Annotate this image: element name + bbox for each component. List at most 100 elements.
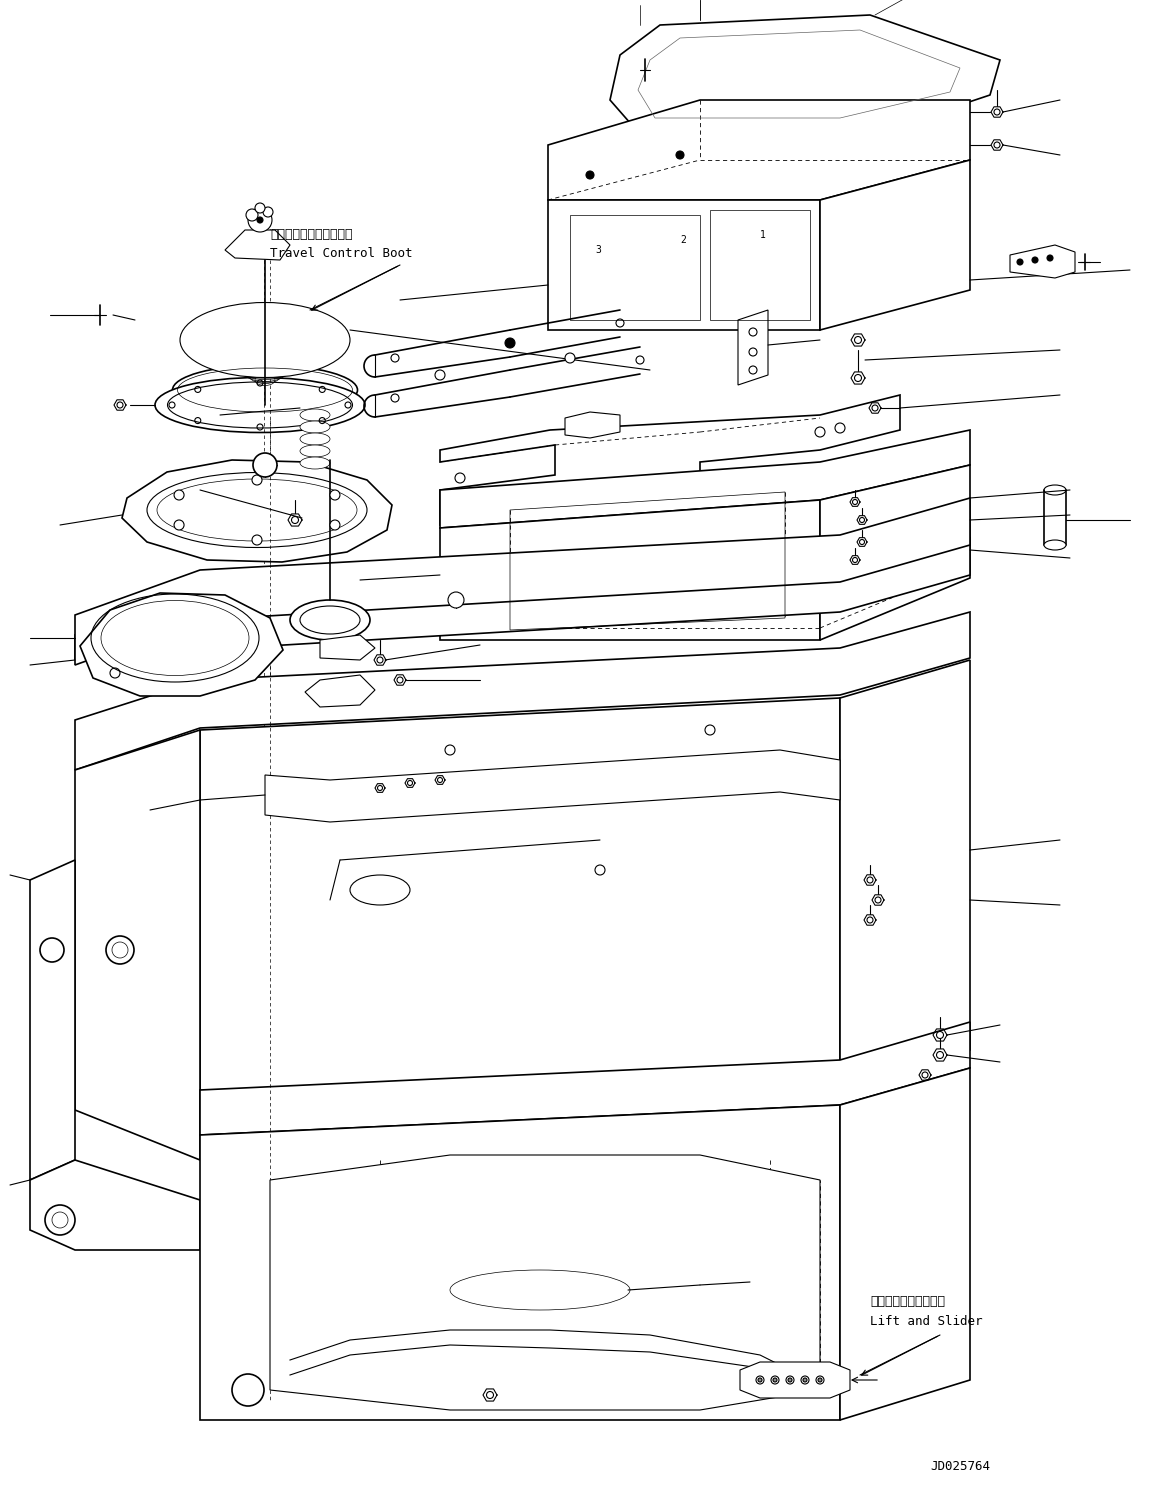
Circle shape [853,557,857,563]
Polygon shape [565,412,620,438]
Polygon shape [610,15,1000,140]
Polygon shape [75,612,970,770]
Polygon shape [200,698,840,1100]
Text: Travel Control Boot: Travel Control Boot [270,247,412,261]
Circle shape [174,520,184,530]
Polygon shape [740,1362,849,1398]
Polygon shape [548,200,820,331]
Ellipse shape [290,600,369,640]
Ellipse shape [173,365,358,415]
Circle shape [397,677,403,683]
Polygon shape [200,1105,840,1421]
Circle shape [1032,258,1038,264]
Circle shape [937,1051,944,1059]
Text: 2: 2 [680,235,686,246]
Circle shape [788,1377,792,1382]
Polygon shape [265,750,840,822]
Circle shape [867,917,872,923]
Ellipse shape [1044,485,1066,494]
Circle shape [117,402,123,408]
Circle shape [803,1377,807,1382]
Circle shape [252,475,262,485]
Polygon shape [305,675,375,707]
Circle shape [1017,259,1023,265]
Circle shape [586,171,594,179]
Polygon shape [820,465,970,640]
Circle shape [872,405,878,411]
Circle shape [860,539,864,545]
Text: 走行コントロールブート: 走行コントロールブート [270,228,352,241]
Circle shape [854,375,861,381]
Circle shape [818,1377,822,1382]
Ellipse shape [450,1270,630,1310]
Circle shape [246,208,258,220]
Polygon shape [75,497,970,666]
Polygon shape [840,1068,970,1421]
Ellipse shape [300,445,330,457]
Circle shape [756,1376,764,1383]
Circle shape [233,1374,264,1406]
Ellipse shape [350,876,410,905]
Circle shape [505,338,514,348]
Circle shape [853,499,857,505]
Circle shape [40,938,64,962]
Ellipse shape [1044,541,1066,549]
Text: 1: 1 [760,229,765,240]
Polygon shape [440,395,900,526]
Circle shape [771,1376,779,1383]
Circle shape [291,517,298,524]
Circle shape [786,1376,794,1383]
Circle shape [1047,255,1053,261]
Polygon shape [200,1021,970,1135]
Ellipse shape [300,457,330,469]
Circle shape [922,1072,928,1078]
Polygon shape [820,159,970,331]
Text: リフトおよびスライダ: リフトおよびスライダ [870,1295,945,1307]
Circle shape [247,208,272,232]
Ellipse shape [300,433,330,445]
Polygon shape [122,460,392,561]
Polygon shape [75,730,200,1160]
Polygon shape [320,634,375,660]
Ellipse shape [300,409,330,421]
Text: Lift and Slider: Lift and Slider [870,1315,983,1328]
Polygon shape [440,430,970,529]
Circle shape [174,490,184,500]
Circle shape [867,877,872,883]
Circle shape [801,1376,809,1383]
Circle shape [487,1392,494,1398]
Circle shape [773,1377,777,1382]
Polygon shape [30,861,75,1179]
Circle shape [994,141,1000,147]
Polygon shape [1009,246,1075,278]
Text: JD025764: JD025764 [930,1461,990,1473]
Circle shape [252,535,262,545]
Polygon shape [81,593,283,695]
Circle shape [816,1376,824,1383]
Polygon shape [270,1155,820,1410]
Circle shape [330,490,340,500]
Ellipse shape [180,302,350,378]
Polygon shape [30,1160,200,1249]
Circle shape [875,896,881,902]
Polygon shape [840,660,970,1100]
Circle shape [435,369,445,380]
Circle shape [437,777,442,783]
Circle shape [378,657,383,663]
Polygon shape [440,500,820,640]
Ellipse shape [300,421,330,433]
Circle shape [45,1205,75,1234]
Circle shape [262,207,273,217]
Circle shape [937,1032,944,1038]
Circle shape [330,520,340,530]
Polygon shape [224,229,290,261]
Circle shape [994,109,1000,115]
Circle shape [106,937,134,963]
Circle shape [759,1377,762,1382]
Ellipse shape [155,378,365,432]
Circle shape [854,337,861,344]
Circle shape [565,353,576,363]
Polygon shape [75,538,970,660]
Circle shape [253,453,277,476]
Circle shape [860,518,864,523]
